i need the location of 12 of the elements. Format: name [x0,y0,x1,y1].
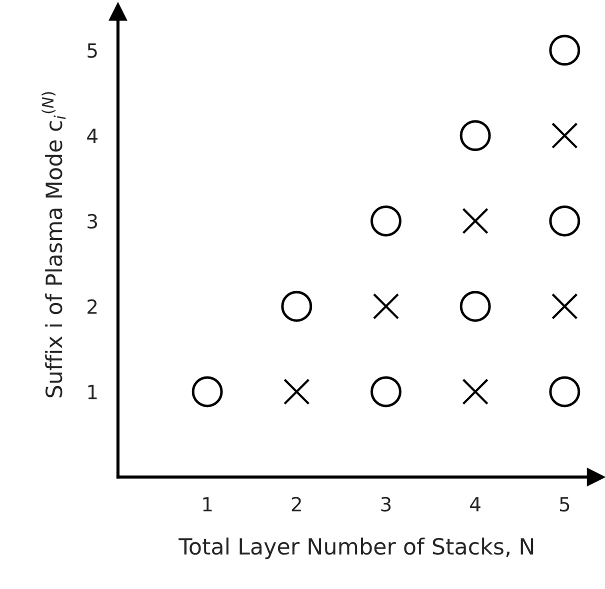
y-tick-label: 1 [88,384,97,400]
y-tick-label: 4 [87,128,98,143]
x-tick-label: 3 [381,496,391,512]
y-axis-title: Suffix i of Plasma Mode c$_{i}$$^{(N)}$ [42,92,66,398]
x-tick-label: 4 [470,497,480,512]
x-tick-label: 2 [292,496,301,512]
y-tick-label: 2 [88,299,97,314]
x-axis-title: Total Layer Number of Stacks, N [178,538,534,560]
x-tick-label: 1 [203,497,212,512]
x-tick-label: 5 [560,497,570,512]
y-tick-label: 3 [88,214,97,229]
y-tick-label: 5 [88,43,97,58]
